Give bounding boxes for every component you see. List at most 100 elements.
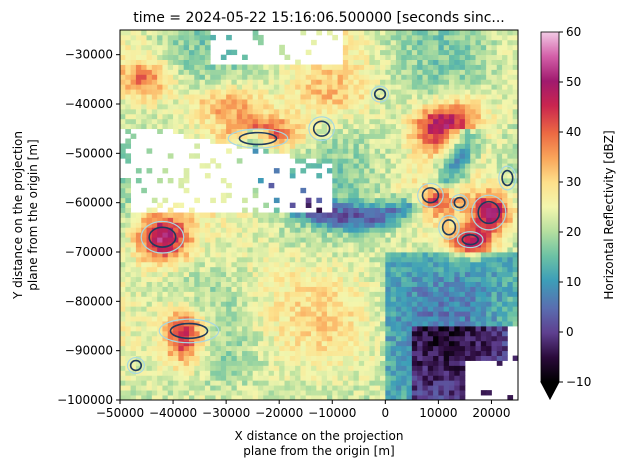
heat-cell (459, 247, 466, 253)
heat-cell (486, 202, 492, 208)
heat-cell (242, 99, 248, 105)
heat-cell (167, 59, 174, 65)
heat-cell (151, 222, 158, 228)
heat-cell (151, 256, 158, 263)
heat-cell (422, 380, 429, 386)
heat-cell (135, 64, 142, 70)
heat-cell (173, 49, 179, 56)
heat-cell (188, 266, 195, 273)
heat-cell (226, 271, 232, 278)
y-axis-label-line1: Y distance on the projection (11, 131, 25, 300)
heat-cell (173, 59, 179, 65)
heat-cell (342, 39, 349, 46)
heat-cell (348, 222, 354, 228)
contour-inner (477, 200, 501, 225)
heat-cell (279, 108, 285, 115)
heat-cell (178, 355, 185, 361)
heat-cell (486, 168, 492, 174)
heat-cell (242, 296, 248, 302)
heat-cell (443, 306, 450, 312)
heat-cell (305, 256, 312, 263)
heat-cell (120, 321, 126, 327)
heat-cell (342, 242, 349, 248)
heat-cell (443, 345, 450, 352)
heat-cell (173, 286, 179, 292)
heat-cell (289, 266, 296, 273)
heat-cell (422, 232, 429, 238)
heat-cell (449, 316, 455, 322)
heat-cell (321, 247, 328, 253)
heat-cell (178, 301, 185, 307)
heat-cell (247, 326, 254, 332)
heat-cell (486, 59, 492, 65)
heat-cell (236, 94, 243, 100)
heat-cell (268, 316, 275, 322)
heat-cell (242, 133, 248, 139)
heat-cell (321, 212, 328, 218)
heat-cell (491, 143, 498, 149)
heat-cell (120, 360, 126, 366)
heat-cell (247, 350, 254, 356)
heat-cell (316, 153, 323, 159)
heat-cell (178, 335, 185, 342)
heat-cell (486, 94, 492, 100)
heat-cell (395, 395, 402, 400)
heat-cell (284, 291, 291, 297)
heat-cell (427, 266, 434, 273)
heat-cell (289, 340, 296, 347)
heat-cell (204, 330, 211, 337)
heat-cell (512, 227, 518, 233)
heat-cell (300, 94, 307, 100)
heat-cell (395, 207, 402, 213)
heat-cell (491, 301, 498, 307)
heat-cell (183, 49, 190, 56)
heat-cell (438, 34, 445, 41)
heat-cell (417, 79, 423, 85)
heat-cell (417, 74, 423, 80)
heat-cell (194, 252, 200, 258)
heat-cell (252, 79, 259, 85)
heat-cell (130, 311, 137, 317)
heat-cell (300, 296, 307, 302)
heat-cell (358, 44, 365, 51)
heat-cell (411, 84, 418, 90)
heat-cell (204, 74, 211, 80)
heat-cell (385, 252, 392, 258)
heat-cell (406, 138, 413, 144)
heat-cell (496, 197, 503, 204)
heat-cell (130, 340, 137, 347)
heat-cell (135, 178, 142, 184)
heat-cell (390, 326, 397, 332)
heat-cell (395, 108, 402, 115)
heat-cell (411, 202, 418, 208)
heat-cell (390, 79, 397, 85)
heat-cell (167, 256, 174, 263)
heat-cell (411, 163, 418, 169)
heat-cell (364, 365, 370, 371)
heat-cell (279, 296, 285, 302)
heat-cell (401, 64, 407, 70)
heat-cell (380, 360, 386, 366)
heat-cell (279, 252, 285, 258)
heat-cell (151, 345, 158, 352)
heat-cell (512, 143, 518, 149)
heat-cell (464, 276, 471, 282)
heat-cell (459, 178, 466, 184)
heat-cell (422, 227, 429, 233)
heat-cell (167, 64, 174, 70)
heat-cell (194, 222, 200, 228)
heat-cell (353, 301, 360, 307)
heat-cell (342, 153, 349, 159)
heat-cell (183, 261, 190, 268)
heat-cell (342, 301, 349, 307)
heat-cell (289, 395, 296, 400)
heat-cell (242, 118, 248, 125)
heat-cell (486, 108, 492, 115)
heat-cell (342, 84, 349, 90)
heat-cell (231, 281, 238, 287)
heat-cell (332, 222, 338, 228)
heat-cell (268, 385, 275, 391)
heat-cell (480, 247, 487, 253)
contour-inner (421, 187, 440, 204)
heat-cell (358, 192, 365, 199)
